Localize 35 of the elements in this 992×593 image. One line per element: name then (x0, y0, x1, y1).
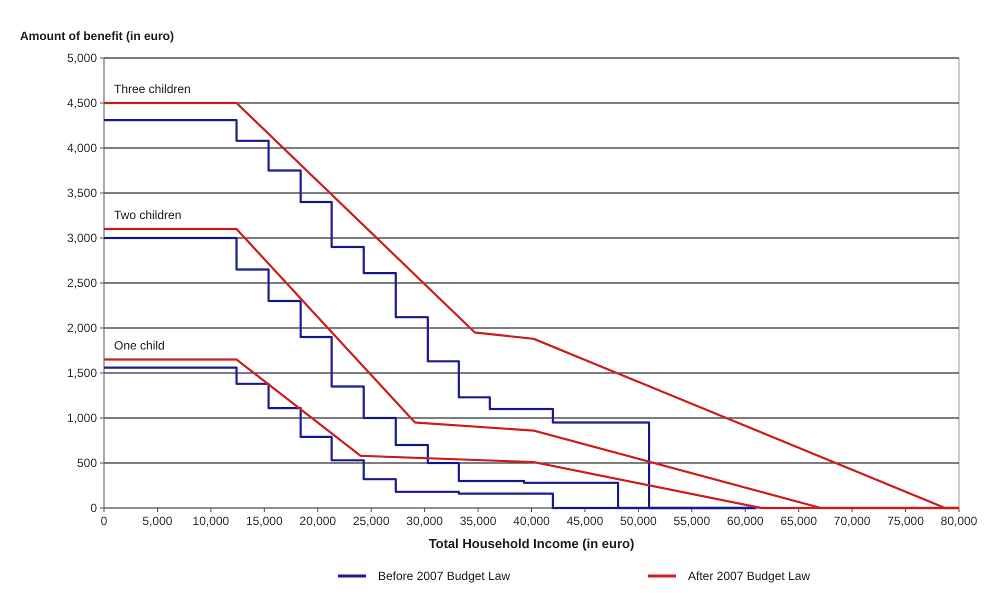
x-tick-label: 55,000 (673, 514, 710, 528)
annotation: One child (114, 338, 165, 352)
x-tick-label: 45,000 (566, 514, 604, 528)
legend-label: Before 2007 Budget Law (378, 569, 510, 583)
y-tick-label: 1,500 (66, 366, 98, 380)
x-tick-label: 75,000 (887, 514, 924, 528)
y-tick-label: 500 (76, 456, 98, 470)
x-tick-label: 25,000 (352, 514, 390, 528)
x-tick-label: 65,000 (780, 514, 818, 528)
y-tick-label: 4,000 (66, 141, 98, 156)
x-tick-label: 15,000 (246, 514, 283, 528)
x-tick-label: 80,000 (940, 514, 978, 528)
x-tick-label: 20,000 (299, 514, 336, 528)
y-axis-title: Amount of benefit (in euro) (20, 29, 174, 43)
y-tick-label: 0 (90, 501, 98, 516)
y-tick-label: 2,000 (66, 321, 98, 336)
x-tick-label: 10,000 (192, 514, 230, 528)
legend-label: After 2007 Budget Law (688, 569, 810, 583)
x-axis-title: Total Household Income (in euro) (428, 536, 634, 551)
y-tick-label: 5,000 (66, 51, 98, 66)
x-tick-label: 0 (100, 514, 108, 528)
y-tick-label: 3,500 (66, 186, 98, 200)
annotation: Two children (114, 208, 182, 222)
annotation: Three children (114, 82, 191, 96)
y-tick-label: 2,500 (66, 276, 98, 290)
y-tick-label: 3,000 (66, 231, 98, 246)
y-tick-label: 4,500 (66, 96, 98, 110)
x-tick-label: 60,000 (726, 514, 764, 528)
x-tick-label: 40,000 (513, 514, 550, 528)
x-tick-label: 35,000 (460, 514, 497, 528)
x-tick-label: 50,000 (620, 514, 658, 528)
x-tick-label: 30,000 (406, 514, 444, 528)
x-tick-label: 70,000 (834, 514, 871, 528)
x-tick-label: 5,000 (142, 514, 173, 528)
y-tick-label: 1,000 (66, 411, 98, 426)
